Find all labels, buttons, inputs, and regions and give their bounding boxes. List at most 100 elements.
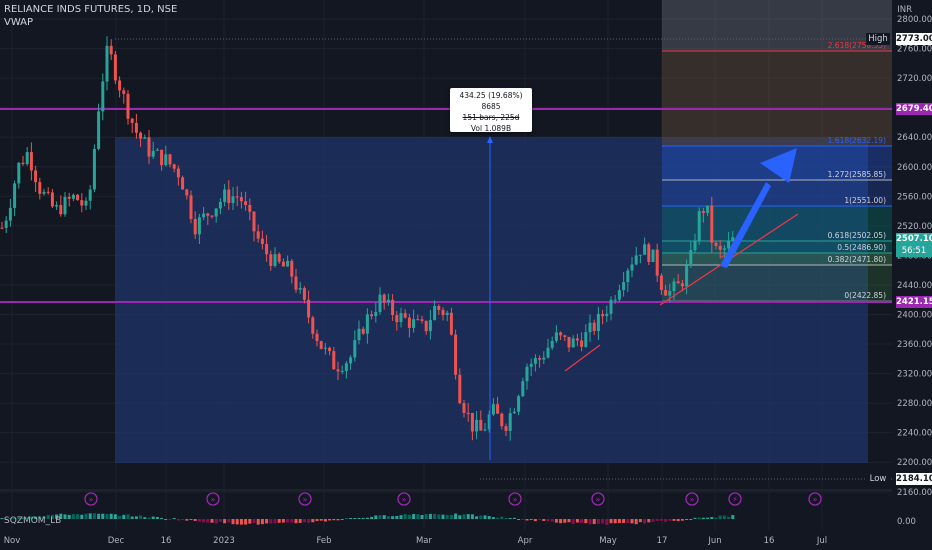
candle-body	[479, 419, 483, 431]
candle-body	[630, 264, 634, 271]
squeeze-bar	[605, 519, 609, 525]
squeeze-bar	[34, 516, 38, 519]
squeeze-bar	[601, 519, 605, 524]
squeeze-bar	[256, 519, 260, 525]
event-icon[interactable]: »	[591, 492, 605, 506]
event-icon[interactable]: »	[808, 492, 822, 506]
squeeze-bar	[29, 516, 33, 519]
squeeze-bar	[479, 515, 483, 519]
squeeze-bar	[197, 519, 201, 522]
candle-body	[244, 201, 248, 206]
squeeze-bar	[424, 514, 428, 519]
projection-arrow[interactable]	[720, 148, 797, 268]
time-axis[interactable]: Nov Dec 16 2023 Feb Mar Apr May 17 Jun 16 Jul	[4, 536, 827, 546]
squeeze-bar	[571, 519, 575, 525]
event-icon[interactable]: »	[84, 492, 98, 506]
squeeze-bar	[134, 516, 138, 519]
squeeze-bar	[546, 519, 550, 522]
candle-body	[538, 358, 542, 360]
candle-body	[340, 371, 344, 373]
price-tick-label: 2600.00	[897, 163, 932, 173]
candle-body	[147, 137, 151, 157]
event-icon[interactable]: »	[685, 492, 699, 506]
squeeze-bar	[269, 519, 273, 524]
current-price-badge: 2507.10	[896, 233, 932, 245]
candle-body	[483, 429, 487, 431]
squeeze-bar	[664, 519, 668, 522]
candle-body	[17, 162, 21, 184]
support-price-badge: 2421.15	[896, 296, 932, 308]
squeeze-bar	[168, 519, 172, 520]
candle-body	[701, 210, 705, 213]
candle-body	[500, 413, 504, 427]
squeeze-bar	[38, 516, 42, 519]
squeeze-bar	[391, 516, 395, 519]
event-icon[interactable]: »	[508, 492, 522, 506]
candle-body	[374, 311, 378, 317]
candle-body	[231, 196, 235, 204]
candle-body	[25, 152, 29, 165]
squeeze-bar	[491, 517, 495, 519]
candle-body	[294, 276, 298, 290]
squeeze-bar	[685, 519, 689, 520]
event-icon[interactable]: »	[298, 492, 312, 506]
candle-body	[634, 255, 638, 265]
event-icon[interactable]: »	[397, 492, 411, 506]
candle-body	[206, 213, 210, 216]
candle-body	[63, 196, 67, 215]
candle-body	[302, 288, 306, 300]
candle-body	[529, 363, 533, 367]
trendline-short[interactable]	[564, 344, 601, 372]
candle-body	[470, 412, 474, 432]
squeeze-bar	[433, 513, 437, 519]
squeeze-bar	[63, 514, 67, 519]
candle-body	[412, 319, 416, 328]
squeeze-bar	[130, 516, 134, 519]
squeeze-bar	[437, 514, 441, 519]
time-tick-label: Jun	[707, 536, 721, 546]
symbol-title[interactable]: RELIANCE INDS FUTURES, 1D, NSE	[4, 4, 178, 15]
candle-body	[92, 148, 96, 190]
squeeze-bar	[361, 517, 365, 519]
candle-body	[286, 260, 290, 267]
candle-body	[202, 213, 206, 218]
squeeze-bar	[21, 517, 25, 519]
squeeze-bar	[592, 519, 596, 525]
squeeze-bar	[710, 517, 714, 519]
squeeze-bar	[122, 514, 126, 519]
candle-body	[344, 363, 348, 372]
squeeze-bar	[328, 519, 332, 521]
squeeze-bar	[554, 519, 558, 523]
time-tick-label: May	[599, 536, 617, 546]
squeeze-bar	[659, 519, 663, 521]
squeeze-bar	[55, 514, 59, 519]
candle-body	[399, 313, 403, 323]
squeeze-bar	[613, 519, 617, 524]
event-icon[interactable]: »	[206, 492, 220, 506]
squeeze-bar	[722, 515, 726, 519]
candle-body	[697, 210, 701, 241]
squeeze-bar	[118, 515, 122, 519]
squeeze-bar	[113, 514, 117, 519]
lightning-icon[interactable]: ⚡	[728, 492, 742, 506]
squeeze-bar	[160, 517, 164, 519]
candle-body	[420, 319, 424, 321]
candle-body	[664, 289, 668, 296]
vwap-legend[interactable]: VWAP	[4, 17, 34, 28]
sqzmom-legend[interactable]: SQZMOM_LB	[4, 516, 62, 526]
candle-body	[659, 275, 663, 290]
squeeze-bar	[643, 519, 647, 524]
fib-level-label: 0.5(2486.90)	[837, 243, 886, 252]
events-row[interactable]: » » » » » » » ⚡ »	[84, 492, 822, 506]
squeeze-bar	[50, 514, 54, 519]
candle-body	[357, 328, 361, 341]
squeeze-bar	[84, 513, 88, 519]
candle-body	[546, 347, 550, 358]
candle-body	[101, 81, 105, 112]
candle-body	[554, 332, 558, 341]
candle-body	[155, 149, 159, 151]
measure-arrow-head	[487, 136, 493, 143]
candle-body	[252, 211, 256, 232]
candle-body	[134, 122, 138, 133]
